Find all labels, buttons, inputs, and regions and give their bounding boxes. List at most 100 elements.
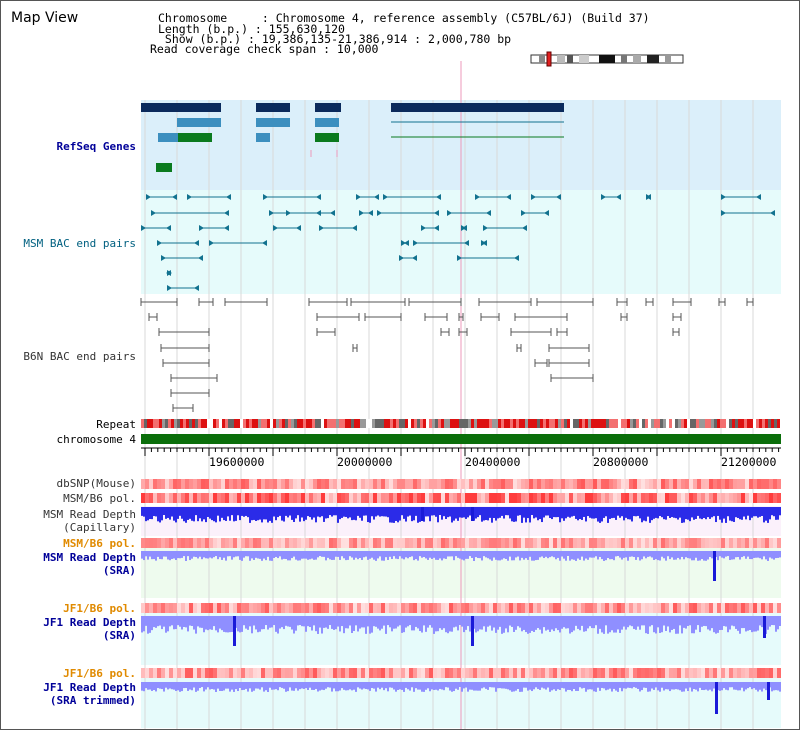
read-depth-bar (499, 551, 501, 561)
b6n-bac-track-label[interactable]: B6N BAC end pairs (23, 350, 136, 363)
read-depth-bar (297, 507, 299, 516)
read-depth-bar (381, 507, 383, 517)
polymorphism-cell (329, 538, 333, 548)
repeat-segment (438, 419, 441, 428)
read-depth-bar (375, 507, 377, 517)
polymorphism-cell (477, 479, 481, 489)
read-depth-bar (497, 616, 499, 630)
msm-bac-track-label[interactable]: MSM BAC end pairs (23, 237, 136, 250)
polymorphism-cell (517, 493, 521, 503)
read-depth-bar (179, 682, 181, 692)
jf1-pol-trim-track-label[interactable]: JF1/B6 pol. (63, 667, 136, 680)
read-depth-bar (465, 551, 467, 559)
read-depth-bar (201, 682, 203, 688)
read-depth-bar (367, 682, 369, 690)
read-depth-bar (403, 616, 405, 633)
read-depth-bar (615, 616, 617, 633)
read-depth-bar (293, 616, 295, 634)
read-depth-bar (373, 616, 375, 627)
read-depth-bar (393, 551, 395, 557)
jf1-depth-label-1[interactable]: JF1 Read Depth (43, 616, 136, 629)
read-depth-bar (383, 616, 385, 626)
polymorphism-cell (369, 493, 373, 503)
polymorphism-cell (509, 479, 513, 489)
polymorphism-cell (421, 493, 425, 503)
read-depth-bar (179, 616, 181, 627)
read-depth-bar (161, 616, 163, 630)
read-depth-bar (159, 507, 161, 523)
msm-depth-capillary-label-2[interactable]: (Capillary) (63, 521, 136, 534)
read-depth-bar (461, 682, 463, 692)
polymorphism-cell (425, 493, 429, 503)
read-depth-bar (157, 682, 159, 689)
msm-pol-track-label[interactable]: MSM/B6 pol. (63, 492, 136, 505)
read-depth-bar (635, 616, 637, 630)
polymorphism-cell (673, 668, 677, 678)
read-depth-bar (635, 682, 637, 688)
jf1-depth-label-2[interactable]: (SRA) (102, 629, 136, 642)
read-depth-bar (351, 616, 353, 633)
read-depth-bar (387, 682, 389, 692)
polymorphism-cell (505, 668, 509, 678)
polymorphism-cell (441, 603, 445, 613)
polymorphism-cell (453, 493, 457, 503)
read-depth-bar (467, 507, 469, 518)
polymorphism-cell (593, 668, 597, 678)
read-depth-bar (193, 551, 195, 557)
jf1-depth-trim-label-1[interactable]: JF1 Read Depth (43, 681, 136, 694)
read-depth-bar (577, 507, 579, 521)
polymorphism-cell (269, 493, 273, 503)
read-depth-bar (363, 616, 365, 628)
refseq-track-label[interactable]: RefSeq Genes (56, 140, 136, 153)
read-depth-bar (739, 682, 741, 691)
polymorphism-cell (221, 538, 225, 548)
msm-depth-sra-label-1[interactable]: MSM Read Depth (43, 551, 136, 564)
polymorphism-cell (293, 668, 297, 678)
msm-depth-capillary-label-1[interactable]: MSM Read Depth (43, 508, 136, 521)
read-depth-bar (417, 551, 419, 561)
polymorphism-cell (685, 538, 689, 548)
jf1-depth-trim-label-2[interactable]: (SRA trimmed) (49, 694, 136, 707)
repeat-segment (585, 419, 588, 428)
polymorphism-cell (185, 668, 189, 678)
polymorphism-cell (509, 538, 513, 548)
polymorphism-cell (285, 538, 289, 548)
polymorphism-cell (257, 493, 261, 503)
polymorphism-cell (349, 479, 353, 489)
polymorphism-cell (221, 603, 225, 613)
read-depth-bar (737, 551, 739, 558)
read-depth-bar (249, 507, 251, 523)
polymorphism-cell (713, 493, 717, 503)
read-depth-bar (565, 682, 567, 692)
polymorphism-cell (589, 479, 593, 489)
polymorphism-cell (777, 493, 781, 503)
polymorphism-cell (397, 603, 401, 613)
read-depth-bar (261, 616, 263, 630)
read-depth-bar (381, 616, 383, 629)
read-depth-bar (373, 551, 375, 560)
polymorphism-cell (685, 479, 689, 489)
polymorphism-cell (249, 493, 253, 503)
jf1-pol-track-label[interactable]: JF1/B6 pol. (63, 602, 136, 615)
read-depth-bar (221, 616, 223, 631)
read-depth-bar (469, 616, 471, 632)
repeat-segment (381, 419, 384, 428)
msm-depth-sra-label-2[interactable]: (SRA) (102, 564, 136, 577)
polymorphism-cell (389, 479, 393, 489)
read-depth-bar (659, 682, 661, 692)
read-depth-bar (303, 616, 305, 627)
read-depth-bar (735, 616, 737, 629)
read-depth-bar (681, 551, 683, 557)
bac-end-marker (157, 240, 162, 246)
read-depth-bar (283, 682, 285, 689)
read-depth-bar (625, 551, 627, 558)
read-depth-bar (539, 616, 541, 630)
polymorphism-cell (229, 479, 233, 489)
polymorphism-cell (653, 493, 657, 503)
polymorphism-cell (649, 603, 653, 613)
read-depth-bar (739, 616, 741, 634)
repeat-segment (150, 419, 153, 428)
read-depth-bar (251, 682, 253, 692)
dbsnp-track-label[interactable]: dbSNP(Mouse) (56, 477, 136, 490)
msm-pol-sra-track-label[interactable]: MSM/B6 pol. (63, 537, 136, 550)
